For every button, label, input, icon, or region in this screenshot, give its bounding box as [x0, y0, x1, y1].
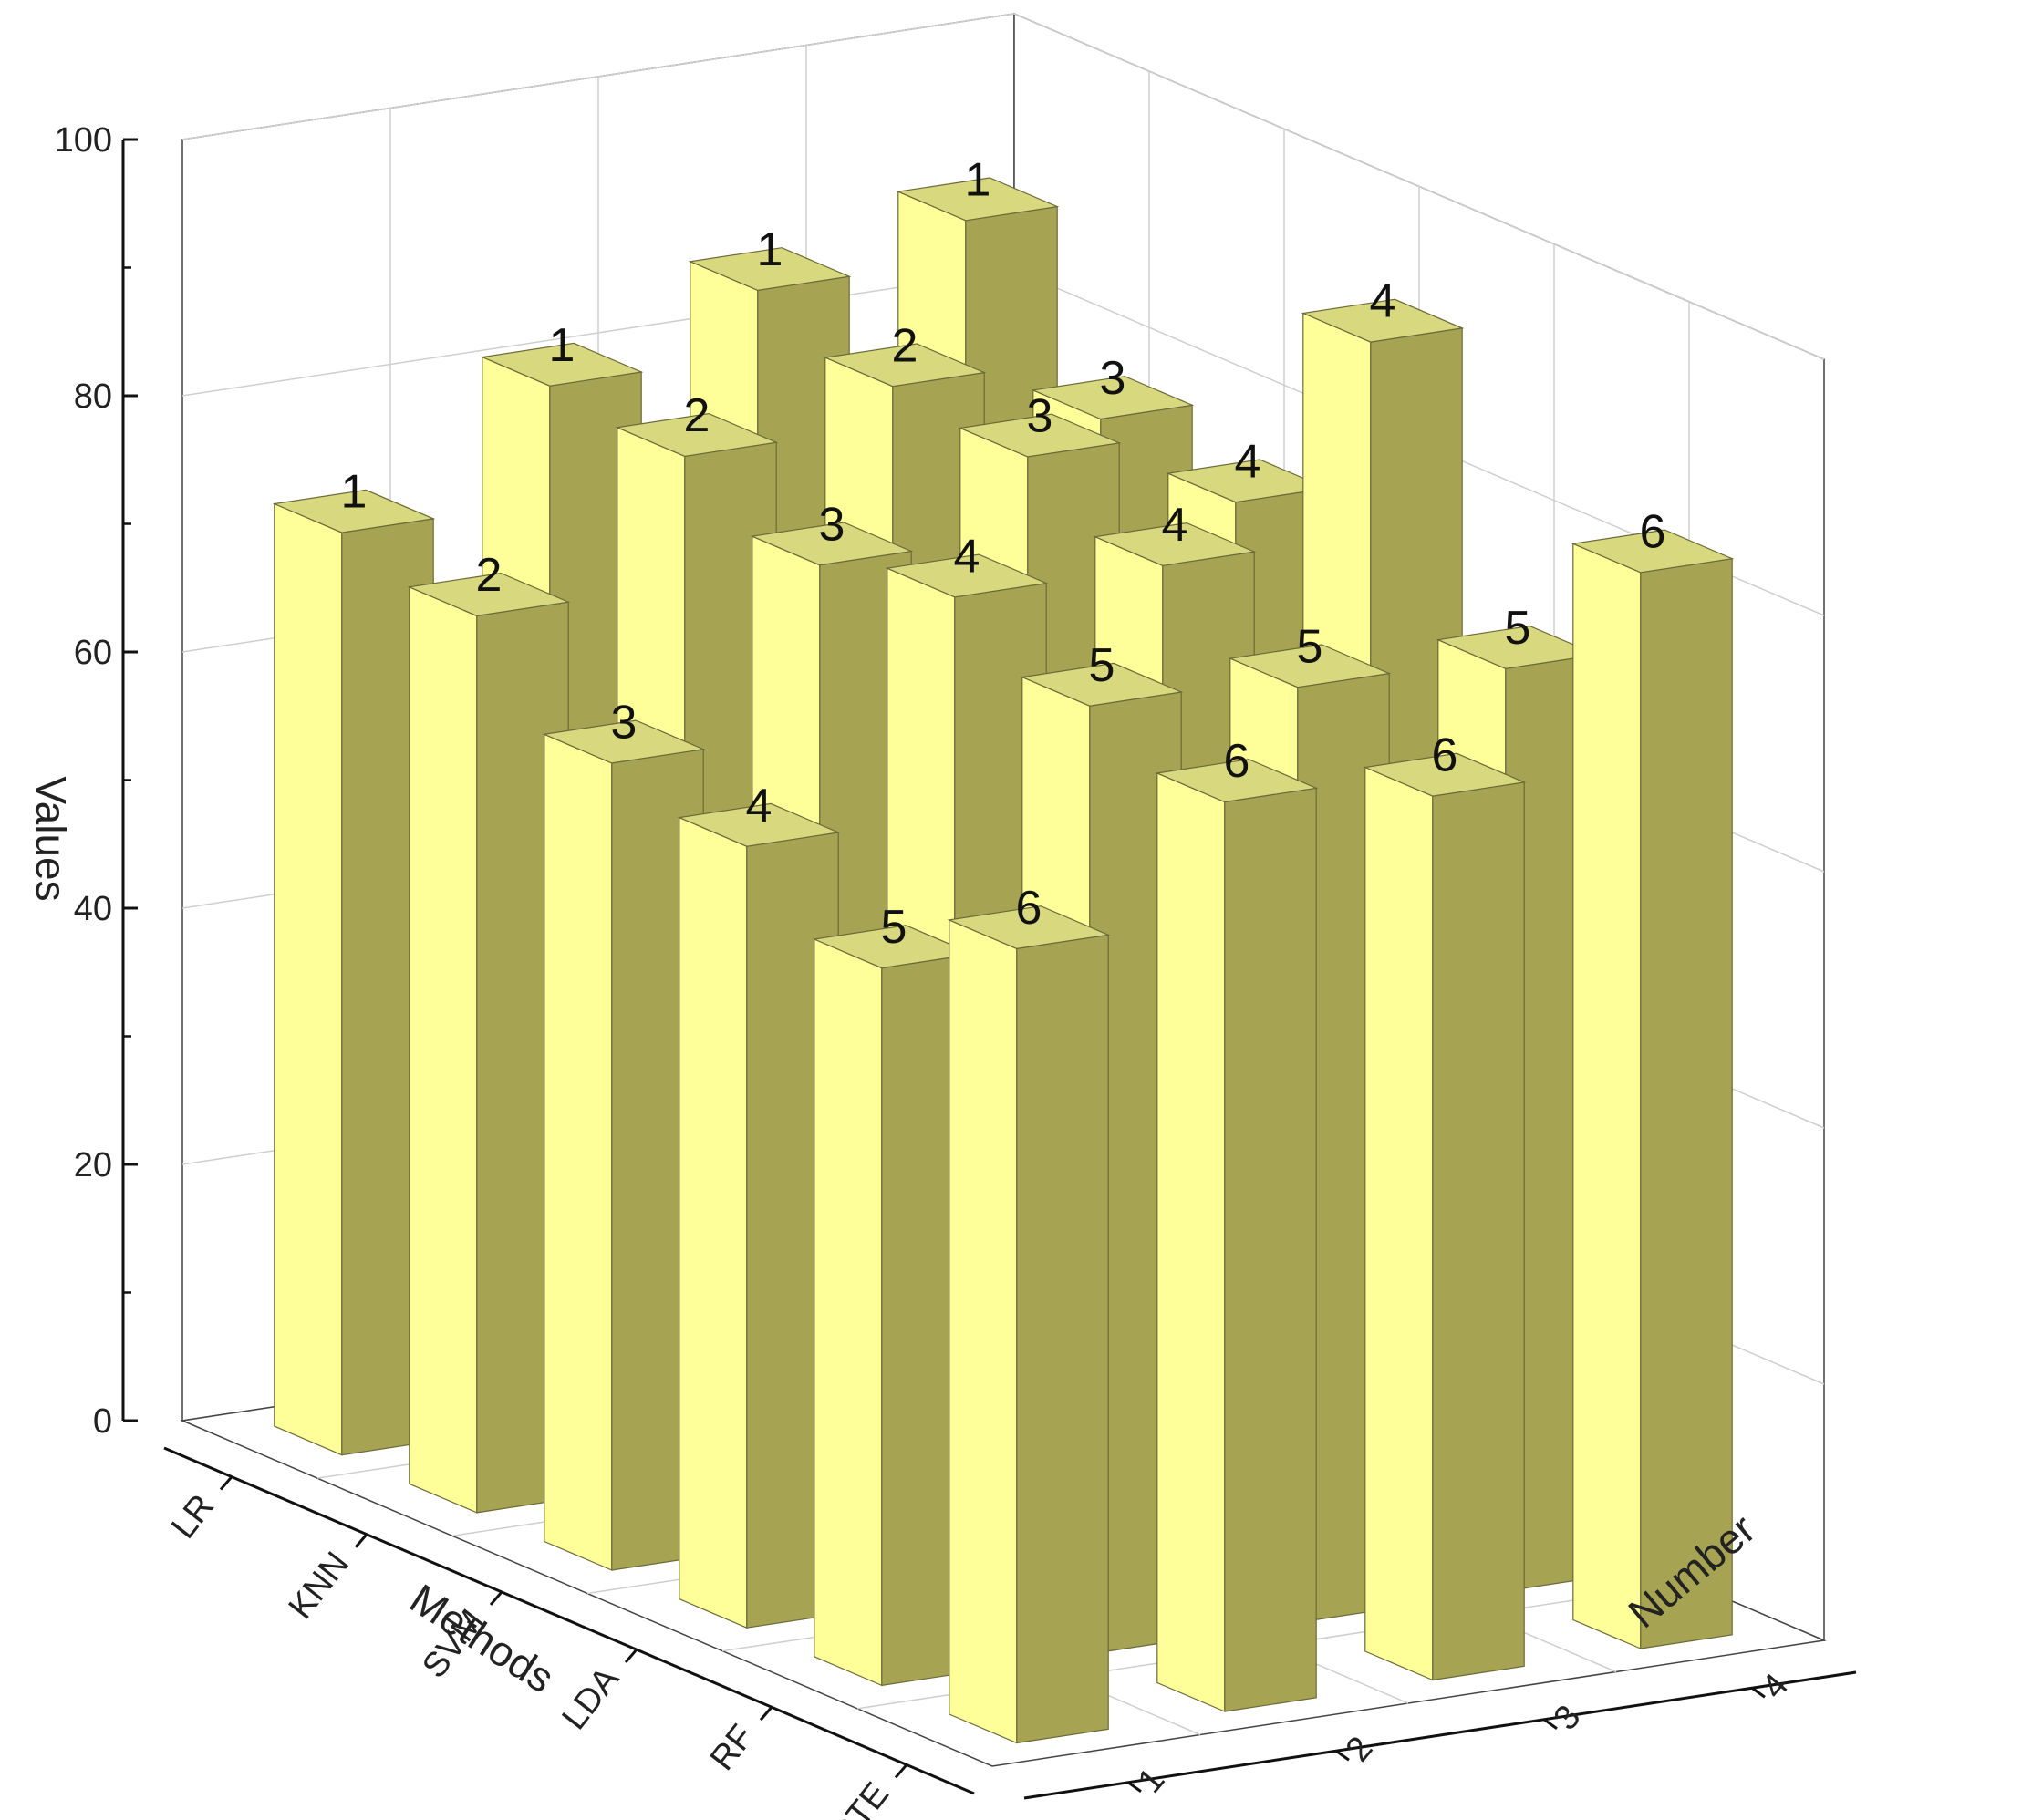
bar-value-label: 4 [1162, 499, 1188, 552]
bar-top-face [1020, 662, 1184, 707]
bar-top-face [1093, 522, 1257, 566]
bar-value-label: 4 [1235, 435, 1261, 488]
bar-top-face [1155, 759, 1319, 803]
bar-side-face [1432, 781, 1525, 1681]
bar-front-face [274, 502, 343, 1456]
bar-value-label: 1 [757, 223, 783, 276]
x-tick [489, 1590, 503, 1606]
z-tick-label: 100 [55, 121, 112, 160]
bar-side-face [1016, 934, 1109, 1744]
bar-value-label: 4 [954, 530, 980, 583]
y-tick-label: 4 [1755, 1667, 1797, 1706]
bar-front-face [1364, 766, 1434, 1681]
bar-front-face [1572, 543, 1642, 1649]
bar-VOTE-3 [1363, 752, 1527, 1681]
x-tick [624, 1649, 638, 1664]
bar-front-face [949, 918, 1018, 1744]
x-tick [354, 1533, 368, 1548]
bar-value-label: 1 [549, 319, 575, 372]
bar-top-face [823, 343, 987, 388]
y-tick [1127, 1781, 1142, 1793]
z-tick-label: 0 [93, 1402, 112, 1441]
bar-value-label: 5 [1505, 602, 1531, 655]
bar-top-face [615, 412, 779, 458]
bar-front-face [544, 733, 613, 1571]
chart-bars [272, 177, 1735, 1744]
x-tick [219, 1475, 233, 1491]
bar-top-face [1571, 529, 1735, 574]
x-tick-label: KNN [282, 1545, 357, 1626]
bar-top-face [885, 553, 1049, 598]
bar-top-face [750, 522, 914, 566]
bar-top-face [407, 572, 571, 617]
bar-value-label: 5 [1089, 639, 1115, 692]
x-axis-title: Methods [402, 1575, 563, 1702]
bar-top-face [1363, 752, 1527, 797]
bar-value-label: 4 [1370, 275, 1396, 328]
x-tick [894, 1763, 908, 1779]
y-tick [1751, 1687, 1766, 1699]
x-tick-label: LR [164, 1487, 222, 1546]
z-tick-label: 40 [74, 890, 112, 928]
bar-value-label: 3 [1100, 352, 1126, 405]
bar-top-face [1031, 376, 1195, 420]
bar-value-label: 1 [341, 466, 368, 519]
bar-value-label: 2 [476, 549, 503, 602]
bar-front-face [409, 585, 478, 1514]
bar-value-label: 2 [684, 389, 710, 442]
bar-top-face [480, 342, 644, 387]
bar-front-face [814, 938, 883, 1687]
bar-value-label: 5 [1297, 620, 1323, 673]
y-tick [1335, 1750, 1350, 1762]
bar-value-label: 6 [1224, 735, 1250, 788]
bar-VOTE-1 [947, 905, 1111, 1744]
bar-value-label: 3 [819, 498, 845, 551]
bar-top-face [677, 802, 841, 847]
y-tick-label: 2 [1339, 1730, 1381, 1769]
bar-value-label: 5 [881, 901, 907, 954]
bar-value-label: 6 [1640, 505, 1666, 558]
x-tick-label: LDA [555, 1660, 627, 1737]
x-tick-label: RF [703, 1718, 762, 1778]
bar-VOTE-4 [1571, 529, 1735, 1649]
x-axis-line [163, 1446, 975, 1795]
z-tick-label: 80 [74, 377, 112, 416]
bar-top-face [947, 905, 1111, 950]
bar-side-face [1640, 558, 1733, 1649]
bar-VOTE-2 [1155, 759, 1319, 1712]
y-tick-label: 1 [1131, 1761, 1173, 1800]
x-tick-label: VOTE [808, 1775, 897, 1820]
z-tick-label: 60 [74, 634, 112, 672]
bar-value-label: 6 [1016, 882, 1042, 935]
bar-top-face [272, 489, 436, 533]
bar-top-face [688, 247, 852, 292]
bar-top-face [1301, 298, 1465, 343]
bar-front-face [679, 816, 748, 1629]
bar-value-label: 2 [892, 319, 918, 372]
bar-value-label: 4 [746, 780, 773, 832]
z-axis-title: Values [27, 776, 75, 901]
bar-value-label: 6 [1432, 729, 1458, 782]
bar-side-face [1224, 787, 1317, 1712]
bar-value-label: 3 [611, 697, 638, 750]
bar-top-face [896, 177, 1060, 222]
bar-value-label: 1 [965, 153, 991, 206]
bar-front-face [1156, 771, 1226, 1712]
y-tick [1543, 1718, 1558, 1730]
bar-top-face [542, 719, 706, 764]
z-tick-label: 20 [74, 1146, 112, 1184]
y-axis-line [1023, 1670, 1857, 1800]
bar-top-face [958, 413, 1122, 458]
bar-top-face [1228, 644, 1392, 688]
bar-value-label: 3 [1027, 390, 1053, 443]
chart-axes [121, 138, 1857, 1800]
y-tick-label: 3 [1547, 1698, 1589, 1737]
x-tick [759, 1706, 773, 1722]
